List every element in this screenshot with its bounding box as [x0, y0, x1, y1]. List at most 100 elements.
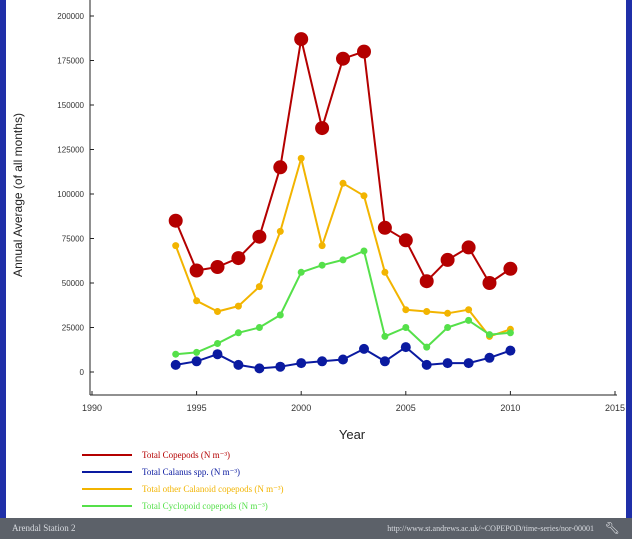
- series-1: [168, 32, 518, 290]
- y-tick-label: 175000: [57, 57, 84, 66]
- data-point: [189, 263, 204, 278]
- data-point: [379, 356, 390, 367]
- data-point: [398, 233, 413, 248]
- data-point: [336, 51, 350, 66]
- data-point: [252, 229, 267, 244]
- x-tick-label: 1995: [187, 403, 207, 413]
- y-tick-label: 0: [80, 368, 85, 377]
- y-tick-label: 75000: [62, 235, 85, 244]
- chart-legend: Total Copepods (N m⁻³) Total Calanus spp.…: [82, 450, 284, 511]
- y-tick-label: 125000: [57, 146, 84, 155]
- data-point: [381, 332, 389, 340]
- x-axis-label: Year: [339, 427, 366, 442]
- x-tick-label: 2005: [396, 403, 416, 413]
- y-tick-label: 150000: [57, 101, 84, 110]
- data-point: [484, 352, 495, 363]
- x-tick-label: 1990: [82, 403, 102, 413]
- y-tick-label: 100000: [57, 190, 84, 199]
- data-point: [212, 349, 223, 360]
- data-point: [276, 311, 284, 319]
- data-point: [402, 306, 410, 314]
- data-point: [505, 345, 516, 356]
- data-point: [503, 261, 518, 276]
- data-point: [463, 358, 474, 369]
- data-point: [273, 160, 288, 175]
- data-point: [423, 343, 431, 351]
- data-point: [255, 283, 263, 291]
- data-point: [254, 363, 265, 374]
- data-point: [315, 121, 330, 136]
- legend-entry: Total other Calanoid copepods (N m⁻³): [142, 484, 284, 494]
- legend-entry: Total Copepods (N m⁻³): [142, 450, 230, 460]
- data-point: [440, 252, 455, 267]
- y-tick-label: 200000: [57, 12, 84, 21]
- x-tick-label: 2015: [605, 403, 625, 413]
- data-point: [402, 324, 410, 331]
- wrench-icon[interactable]: 🔧︎: [604, 521, 620, 535]
- data-point: [318, 242, 326, 250]
- data-point: [317, 356, 328, 367]
- frame-right-border: [626, 0, 632, 539]
- chart-series-layer: [168, 32, 518, 374]
- x-tick-label: 2000: [291, 403, 311, 413]
- data-point: [233, 359, 244, 370]
- data-point: [168, 213, 183, 228]
- data-point: [255, 324, 263, 331]
- data-point: [423, 308, 431, 315]
- legend-entry: Total Cyclopoid copepods (N m⁻³): [142, 501, 268, 511]
- footer-bar: Arendal Station 2 http://www.st.andrews.…: [0, 518, 632, 539]
- data-point: [444, 324, 452, 331]
- data-point: [359, 343, 369, 354]
- x-tick-label: 2010: [500, 403, 520, 413]
- data-point: [338, 354, 348, 365]
- data-point: [296, 358, 307, 369]
- data-point: [172, 242, 180, 250]
- data-point: [231, 251, 246, 266]
- data-point: [193, 348, 201, 356]
- data-point: [210, 260, 225, 274]
- legend-entry: Total Calanus spp. (N m⁻³): [142, 467, 240, 477]
- data-point: [444, 309, 452, 317]
- data-point: [234, 329, 242, 337]
- footer-url-link[interactable]: http://www.st.andrews.ac.uk/~COPEPOD/tim…: [387, 524, 594, 533]
- data-point: [170, 359, 181, 370]
- data-point: [234, 302, 242, 310]
- data-point: [461, 240, 476, 255]
- data-point: [193, 297, 201, 305]
- series-4: [172, 247, 514, 358]
- data-point: [172, 350, 180, 358]
- data-point: [486, 331, 493, 339]
- data-point: [294, 32, 309, 47]
- data-point: [339, 256, 347, 264]
- data-point: [297, 268, 305, 276]
- data-point: [506, 329, 514, 337]
- data-point: [465, 306, 473, 314]
- data-point: [400, 342, 411, 353]
- series-2: [170, 342, 516, 374]
- data-point: [318, 261, 326, 269]
- y-tick-label: 50000: [62, 279, 85, 288]
- data-point: [377, 220, 392, 235]
- footer-station-label: Arendal Station 2: [12, 523, 76, 533]
- data-point: [381, 268, 389, 276]
- data-point: [482, 276, 497, 290]
- data-point: [465, 316, 473, 324]
- data-point: [339, 179, 347, 187]
- frame-left-border: [0, 0, 6, 539]
- data-point: [214, 308, 221, 315]
- y-axis-label: Annual Average (of all months): [11, 113, 25, 277]
- data-point: [357, 44, 371, 59]
- data-point: [275, 361, 286, 372]
- data-point: [442, 358, 453, 369]
- data-point: [297, 154, 305, 162]
- data-point: [191, 356, 202, 367]
- series-line: [174, 38, 511, 284]
- series-line: [175, 250, 511, 356]
- data-point: [360, 192, 368, 200]
- chart-axes: 0 25000 50000 75000 100000 125000 150000 175000…: [11, 0, 625, 442]
- data-point: [276, 227, 284, 235]
- data-point: [421, 359, 432, 370]
- data-point: [214, 340, 221, 347]
- y-tick-label: 25000: [62, 324, 85, 333]
- data-point: [360, 247, 368, 255]
